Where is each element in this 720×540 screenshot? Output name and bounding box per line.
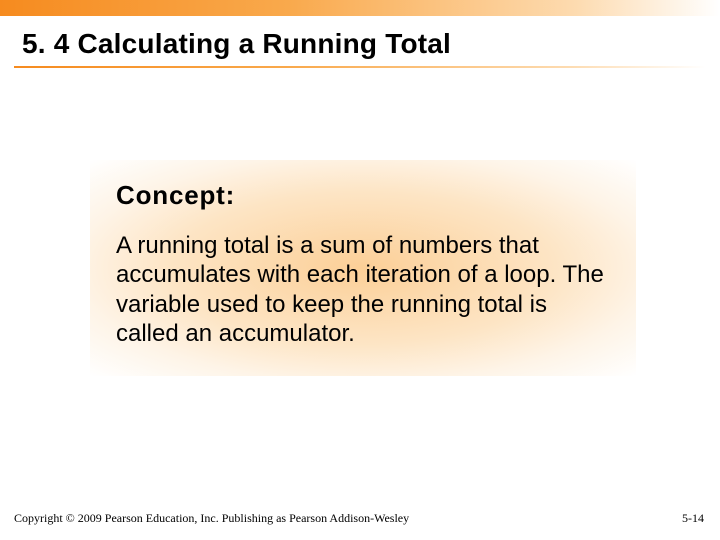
slide-title: 5. 4 Calculating a Running Total — [0, 16, 720, 66]
concept-box: Concept: A running total is a sum of num… — [90, 160, 636, 376]
footer-copyright: Copyright © 2009 Pearson Education, Inc.… — [14, 511, 409, 526]
concept-heading: Concept: — [116, 180, 610, 211]
concept-body: A running total is a sum of numbers that… — [116, 231, 610, 348]
header-gradient-band — [0, 0, 720, 16]
footer-page-number: 5-14 — [682, 511, 704, 526]
title-underline — [14, 66, 706, 68]
